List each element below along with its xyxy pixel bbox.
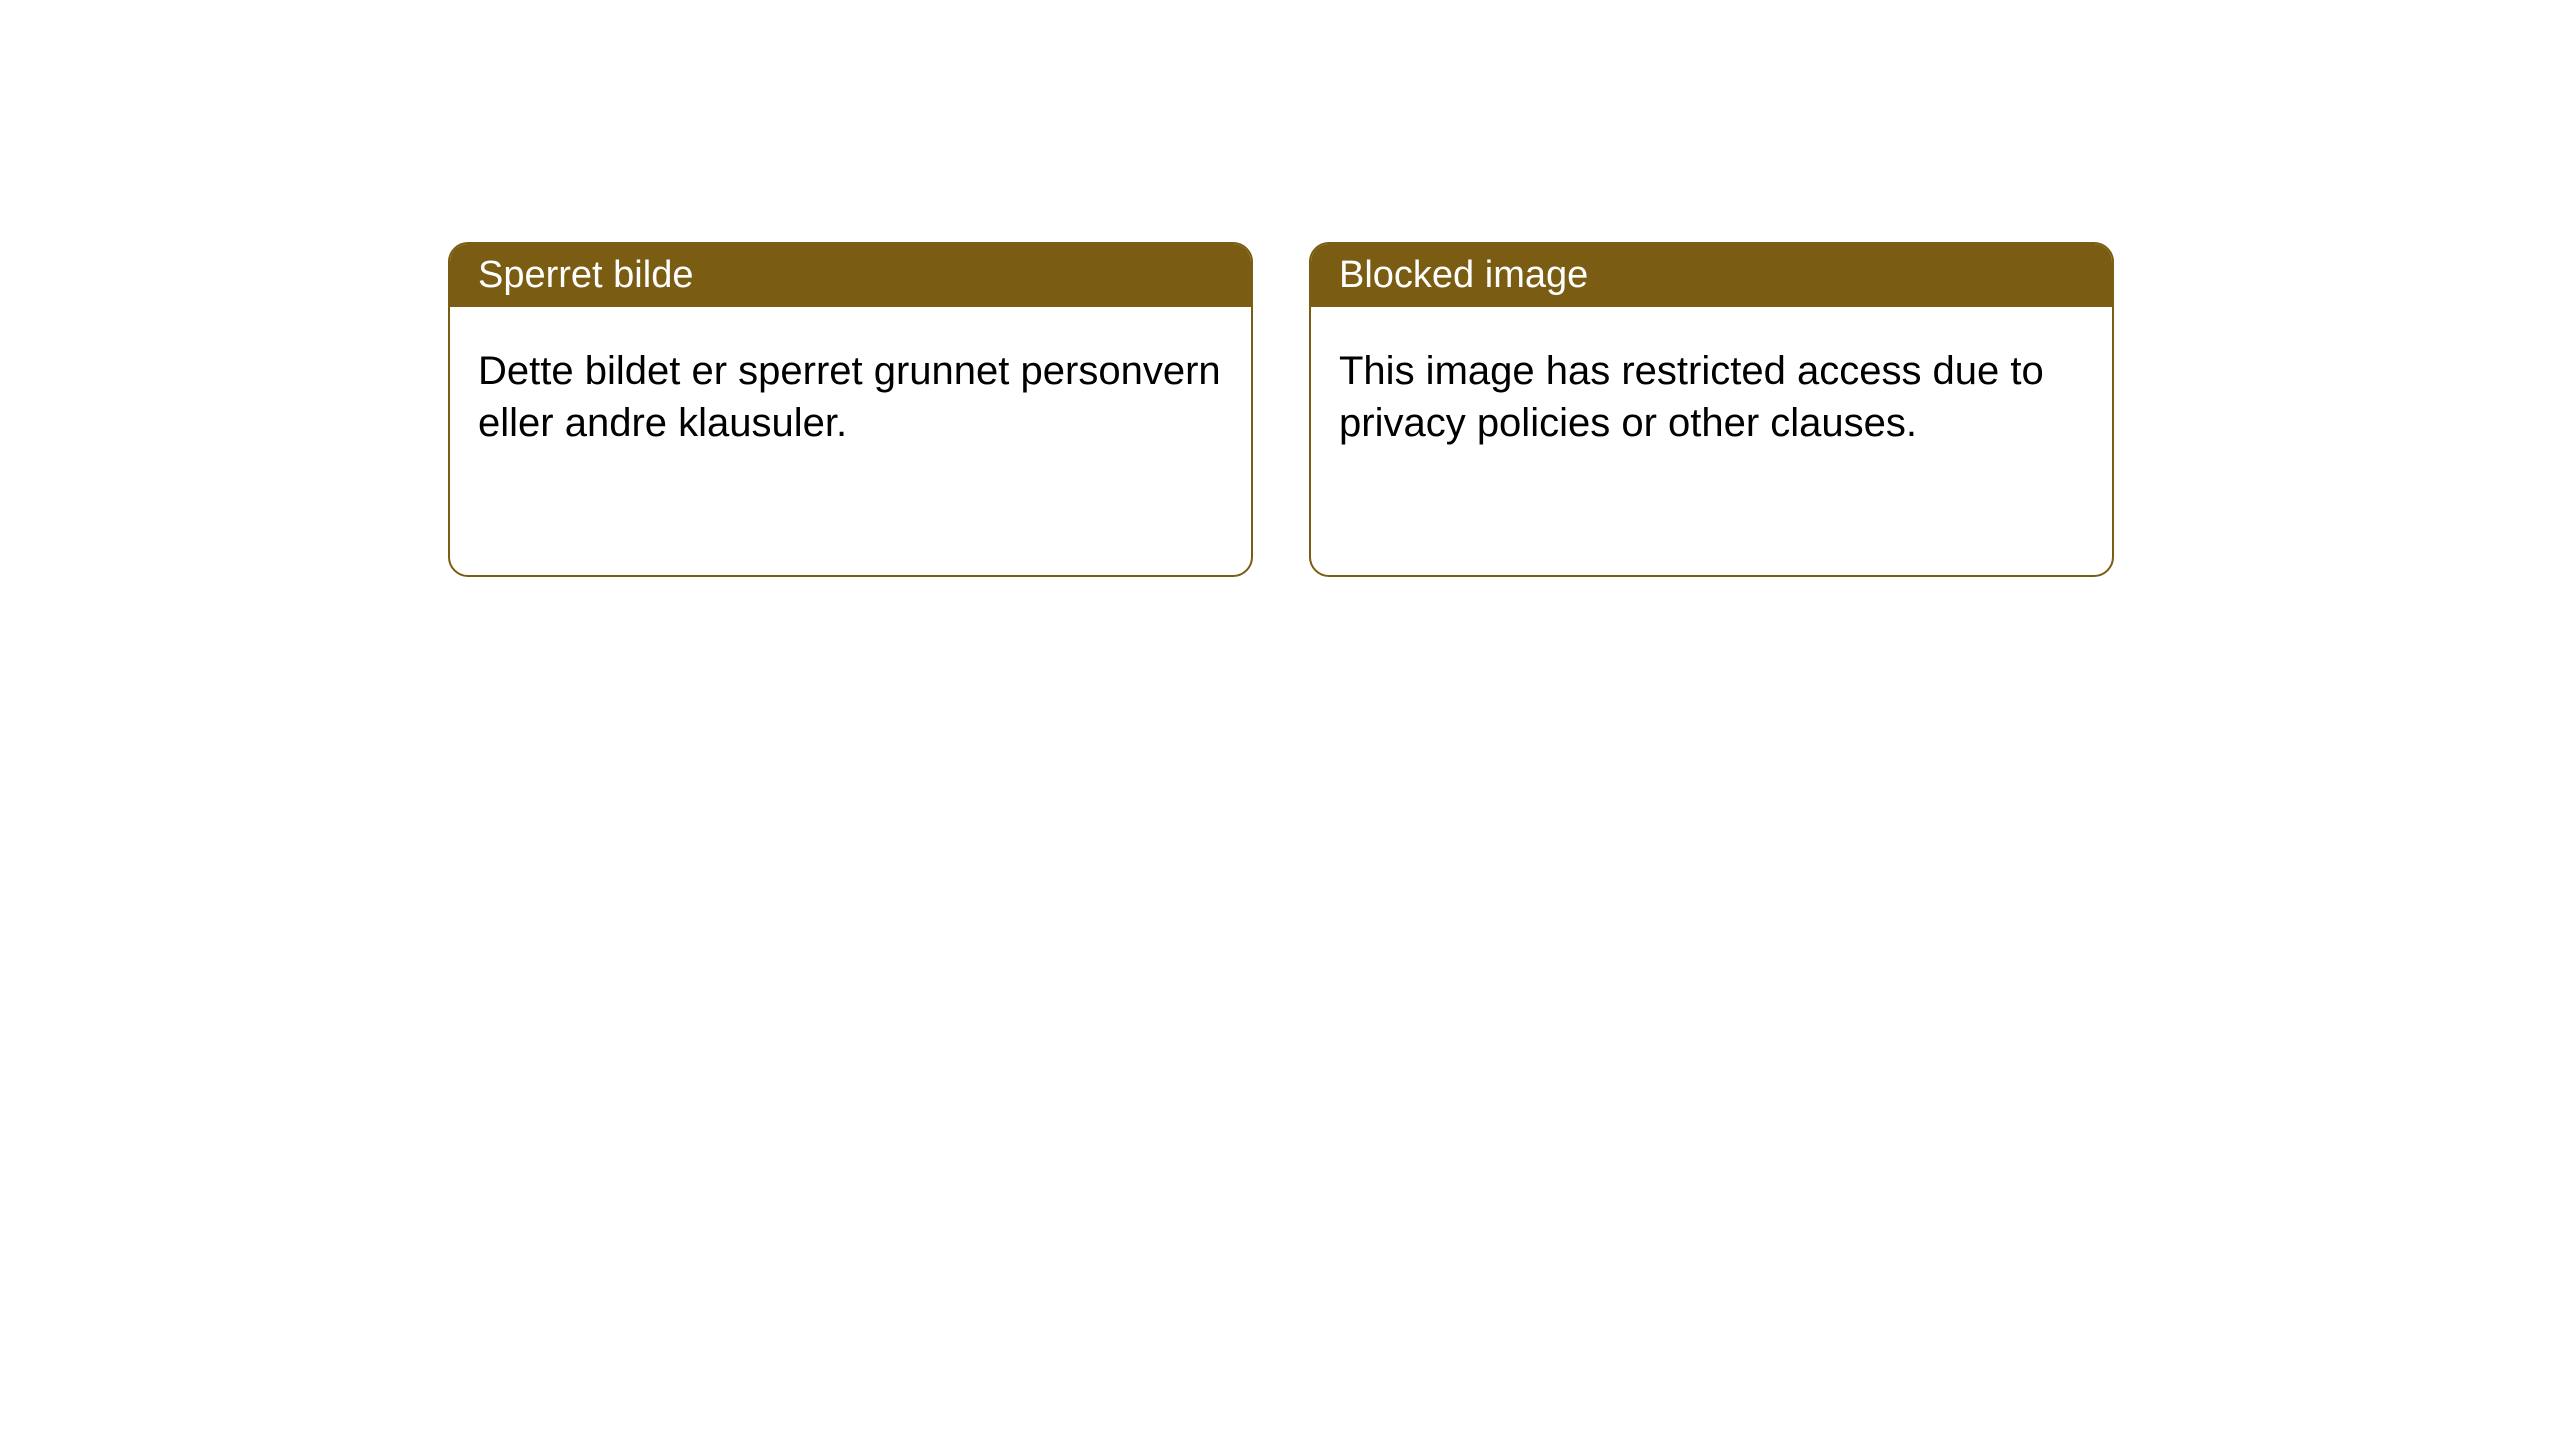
notice-card-en: Blocked image This image has restricted … [1309, 242, 2114, 577]
notice-body-no: Dette bildet er sperret grunnet personve… [450, 307, 1251, 487]
notice-title-en: Blocked image [1311, 244, 2112, 307]
notice-body-en: This image has restricted access due to … [1311, 307, 2112, 487]
notice-title-no: Sperret bilde [450, 244, 1251, 307]
notice-card-no: Sperret bilde Dette bildet er sperret gr… [448, 242, 1253, 577]
notice-container: Sperret bilde Dette bildet er sperret gr… [0, 0, 2560, 577]
